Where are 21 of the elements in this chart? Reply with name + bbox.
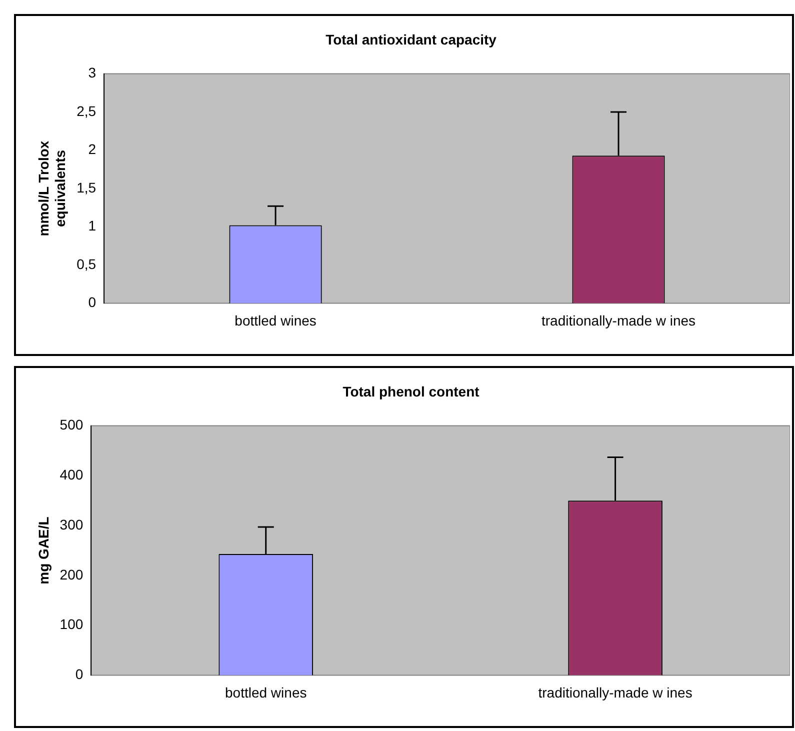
x-tick-label: traditionally-made w ines: [538, 684, 692, 700]
chart-title: Total phenol content: [342, 383, 480, 400]
y-axis-title: mg GAE/L: [35, 516, 52, 584]
x-tick-label: bottled wines: [225, 684, 307, 700]
y-tick-label: 2: [88, 141, 96, 158]
y-tick-label: 1: [88, 218, 96, 234]
chart-title: Total antioxidant capacity: [326, 31, 497, 48]
y-tick-label: 400: [60, 466, 84, 483]
x-tick-label: traditionally-made w ines: [541, 312, 696, 328]
y-tick-label: 3: [88, 64, 96, 81]
y-tick-label: 0,5: [76, 256, 96, 272]
y-tick-label: 200: [60, 566, 84, 582]
y-tick-label: 0: [88, 294, 96, 310]
y-tick-label: 1,5: [76, 179, 96, 196]
y-tick-label: 2,5: [76, 102, 96, 119]
x-tick-label: bottled wines: [234, 312, 316, 328]
y-axis-title: mmol/L Trolox equivalents: [35, 140, 68, 236]
y-tick-label: 500: [60, 416, 84, 433]
y-tick-label: 100: [60, 616, 84, 632]
y-tick-label: 300: [60, 516, 84, 532]
y-tick-label: 0: [75, 666, 84, 682]
